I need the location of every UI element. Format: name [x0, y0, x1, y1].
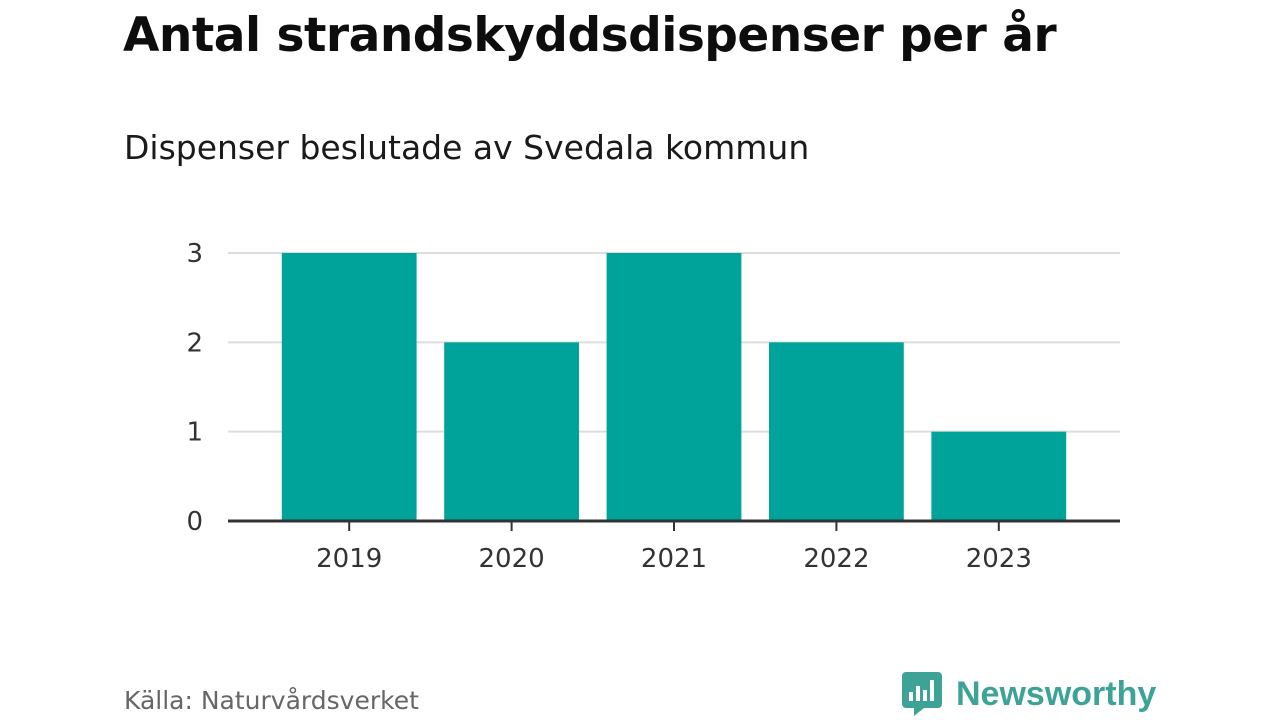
- y-tick-label: 2: [186, 328, 203, 358]
- x-tick-label: 2022: [803, 544, 869, 574]
- x-tick-label: 2019: [316, 544, 382, 574]
- brand-name: Newsworthy: [956, 675, 1156, 714]
- brand-logo: Newsworthy: [902, 672, 1156, 716]
- y-tick-label: 1: [186, 418, 203, 448]
- bar-2021: [607, 253, 742, 521]
- x-tick-label: 2023: [966, 544, 1032, 574]
- bar-2019: [282, 253, 417, 521]
- bar-2023: [931, 432, 1066, 521]
- bar-2022: [769, 342, 904, 521]
- bar-2020: [444, 342, 579, 521]
- y-tick-label: 0: [186, 507, 203, 537]
- bar-chart: 0 1 2 3 2019 2020 2021 2022 2023: [0, 0, 1280, 660]
- source-note: Källa: Naturvårdsverket: [124, 686, 419, 715]
- y-tick-label: 3: [186, 239, 203, 269]
- x-tick-label: 2021: [641, 544, 707, 574]
- x-tick-label: 2020: [479, 544, 545, 574]
- newsworthy-logo-icon: [902, 672, 942, 716]
